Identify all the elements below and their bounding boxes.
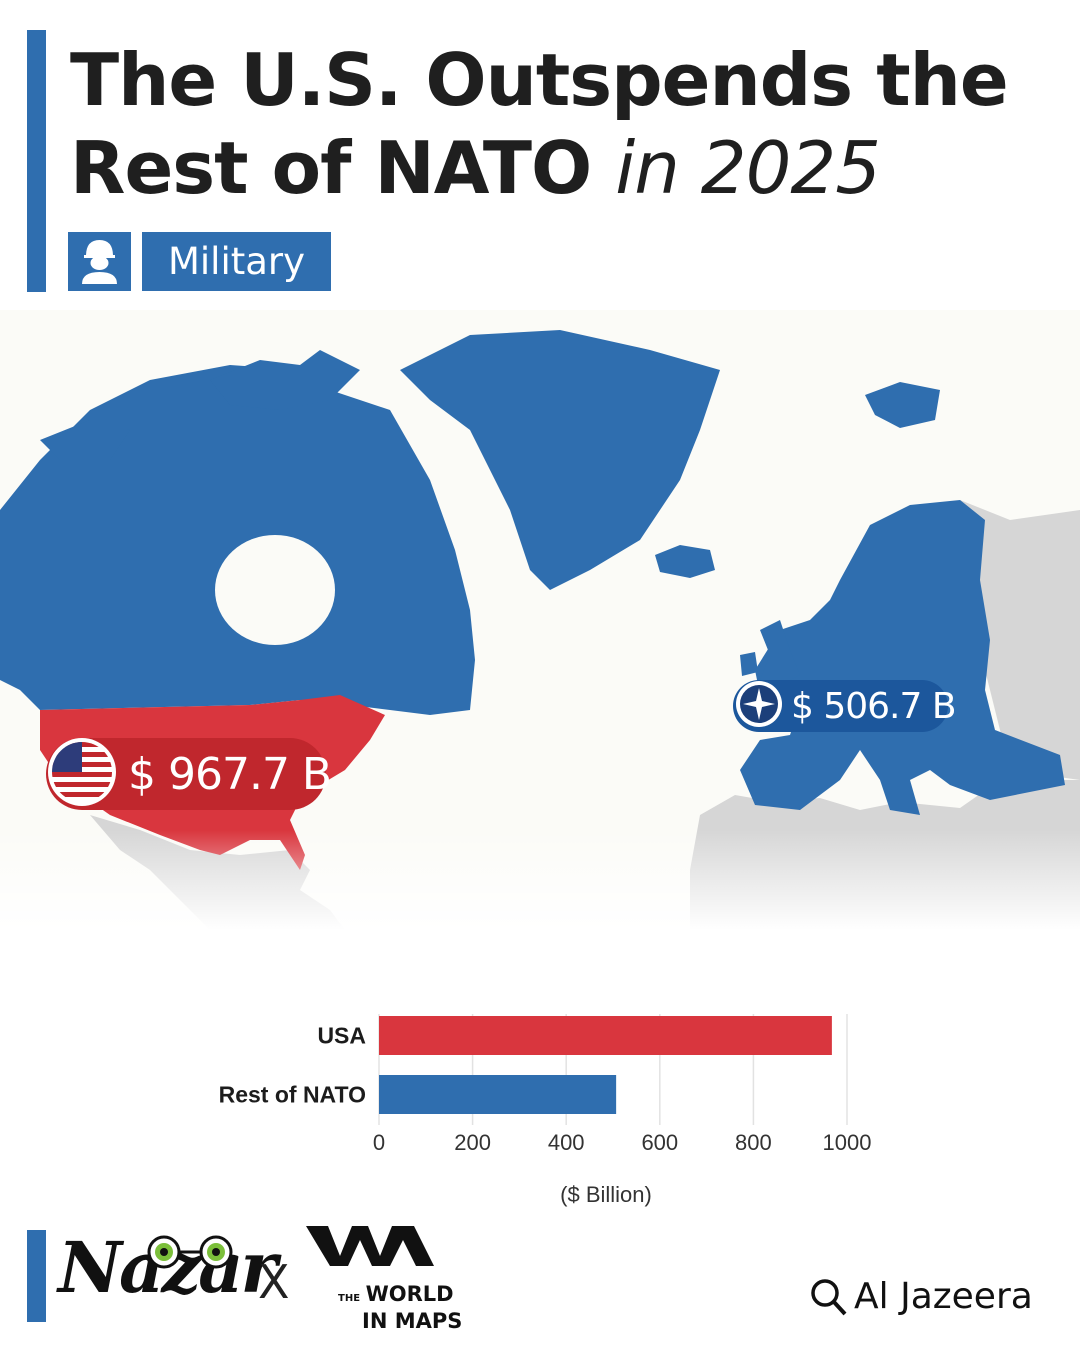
- svalbard-region: [865, 382, 940, 428]
- russia-region: [960, 500, 1080, 780]
- nazar-eyes-icon: [147, 1235, 233, 1269]
- usa-spend-label: $ 967.7 B: [46, 736, 332, 813]
- tick-label-1: 200: [454, 1130, 491, 1155]
- title-accent-bar: [27, 30, 46, 292]
- bar-0: [379, 1016, 832, 1055]
- bar-chart: USA Rest of NATO 0 200 400 600 800 1000 ($ Billi…: [219, 1014, 872, 1207]
- category-tag: Military: [142, 232, 331, 291]
- title-line-2-bold: Rest of NATO: [70, 126, 592, 210]
- world-in-maps-logo-icon: [306, 1226, 434, 1266]
- usa-spend-value: $ 967.7 B: [128, 748, 332, 800]
- iceland-region: [655, 545, 715, 578]
- canada-region: [0, 365, 475, 715]
- nato-spend-label: $ 506.7 B: [733, 678, 957, 735]
- page-title: The U.S. Outspends the Rest of NATO in 2…: [70, 36, 1009, 212]
- source-name: Al Jazeera: [854, 1276, 1033, 1317]
- title-line-1: The U.S. Outspends the: [70, 38, 1009, 122]
- tick-label-3: 600: [641, 1130, 678, 1155]
- map-fade: [0, 830, 1080, 930]
- tick-label-0: 0: [373, 1130, 385, 1155]
- british-isles: [740, 620, 800, 685]
- tick-label-2: 400: [548, 1130, 585, 1155]
- hudson-bay: [215, 535, 335, 645]
- bar-1: [379, 1075, 617, 1114]
- greenland-region: [400, 330, 720, 590]
- source-credit: Al Jazeera: [810, 1276, 1033, 1317]
- search-icon: [811, 1278, 847, 1315]
- title-line-2-italic: in 2025: [615, 126, 881, 210]
- category-label-0: USA: [317, 1023, 366, 1049]
- tick-label-5: 1000: [823, 1130, 872, 1155]
- nato-emblem-icon: [733, 678, 785, 735]
- footer-accent-bar: [27, 1230, 46, 1322]
- nato-spend-value: $ 506.7 B: [791, 685, 957, 727]
- tick-label-4: 800: [735, 1130, 772, 1155]
- soldier-icon: [68, 232, 131, 291]
- collab-separator: X: [258, 1255, 290, 1309]
- world-in-maps-wordmark: THE WORLD IN MAPS: [338, 1282, 463, 1333]
- category-label-1: Rest of NATO: [219, 1082, 366, 1108]
- us-flag-icon: [46, 736, 118, 813]
- europe-nato-region: [740, 500, 1065, 815]
- x-axis-label: ($ Billion): [560, 1182, 652, 1207]
- arctic-islands: [40, 350, 360, 460]
- map: [0, 310, 1080, 930]
